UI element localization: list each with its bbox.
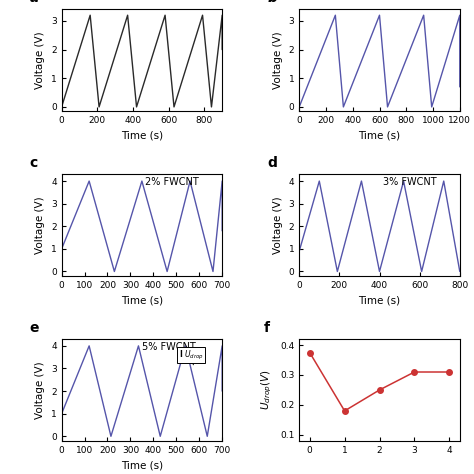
- Text: $\mathbf{I}$ $U_{drop}$: $\mathbf{I}$ $U_{drop}$: [179, 349, 204, 362]
- Y-axis label: Voltage (V): Voltage (V): [36, 361, 46, 419]
- Y-axis label: Voltage (V): Voltage (V): [273, 32, 283, 89]
- Text: a: a: [29, 0, 39, 5]
- X-axis label: Time (s): Time (s): [358, 131, 401, 141]
- Text: b: b: [267, 0, 277, 5]
- X-axis label: Time (s): Time (s): [121, 131, 163, 141]
- Text: e: e: [29, 321, 39, 335]
- Text: f: f: [264, 321, 270, 335]
- Text: 5% FWCNT: 5% FWCNT: [142, 342, 196, 352]
- Text: 3% FWCNT: 3% FWCNT: [383, 177, 437, 187]
- Y-axis label: Voltage (V): Voltage (V): [36, 196, 46, 254]
- X-axis label: Time (s): Time (s): [121, 460, 163, 470]
- X-axis label: Time (s): Time (s): [121, 295, 163, 305]
- Text: c: c: [29, 156, 38, 170]
- Y-axis label: Voltage (V): Voltage (V): [273, 196, 283, 254]
- X-axis label: Time (s): Time (s): [358, 295, 401, 305]
- Text: d: d: [267, 156, 277, 170]
- Y-axis label: $U_{drop}(V)$: $U_{drop}(V)$: [260, 370, 274, 410]
- Y-axis label: Voltage (V): Voltage (V): [36, 32, 46, 89]
- Text: 2% FWCNT: 2% FWCNT: [145, 177, 199, 187]
